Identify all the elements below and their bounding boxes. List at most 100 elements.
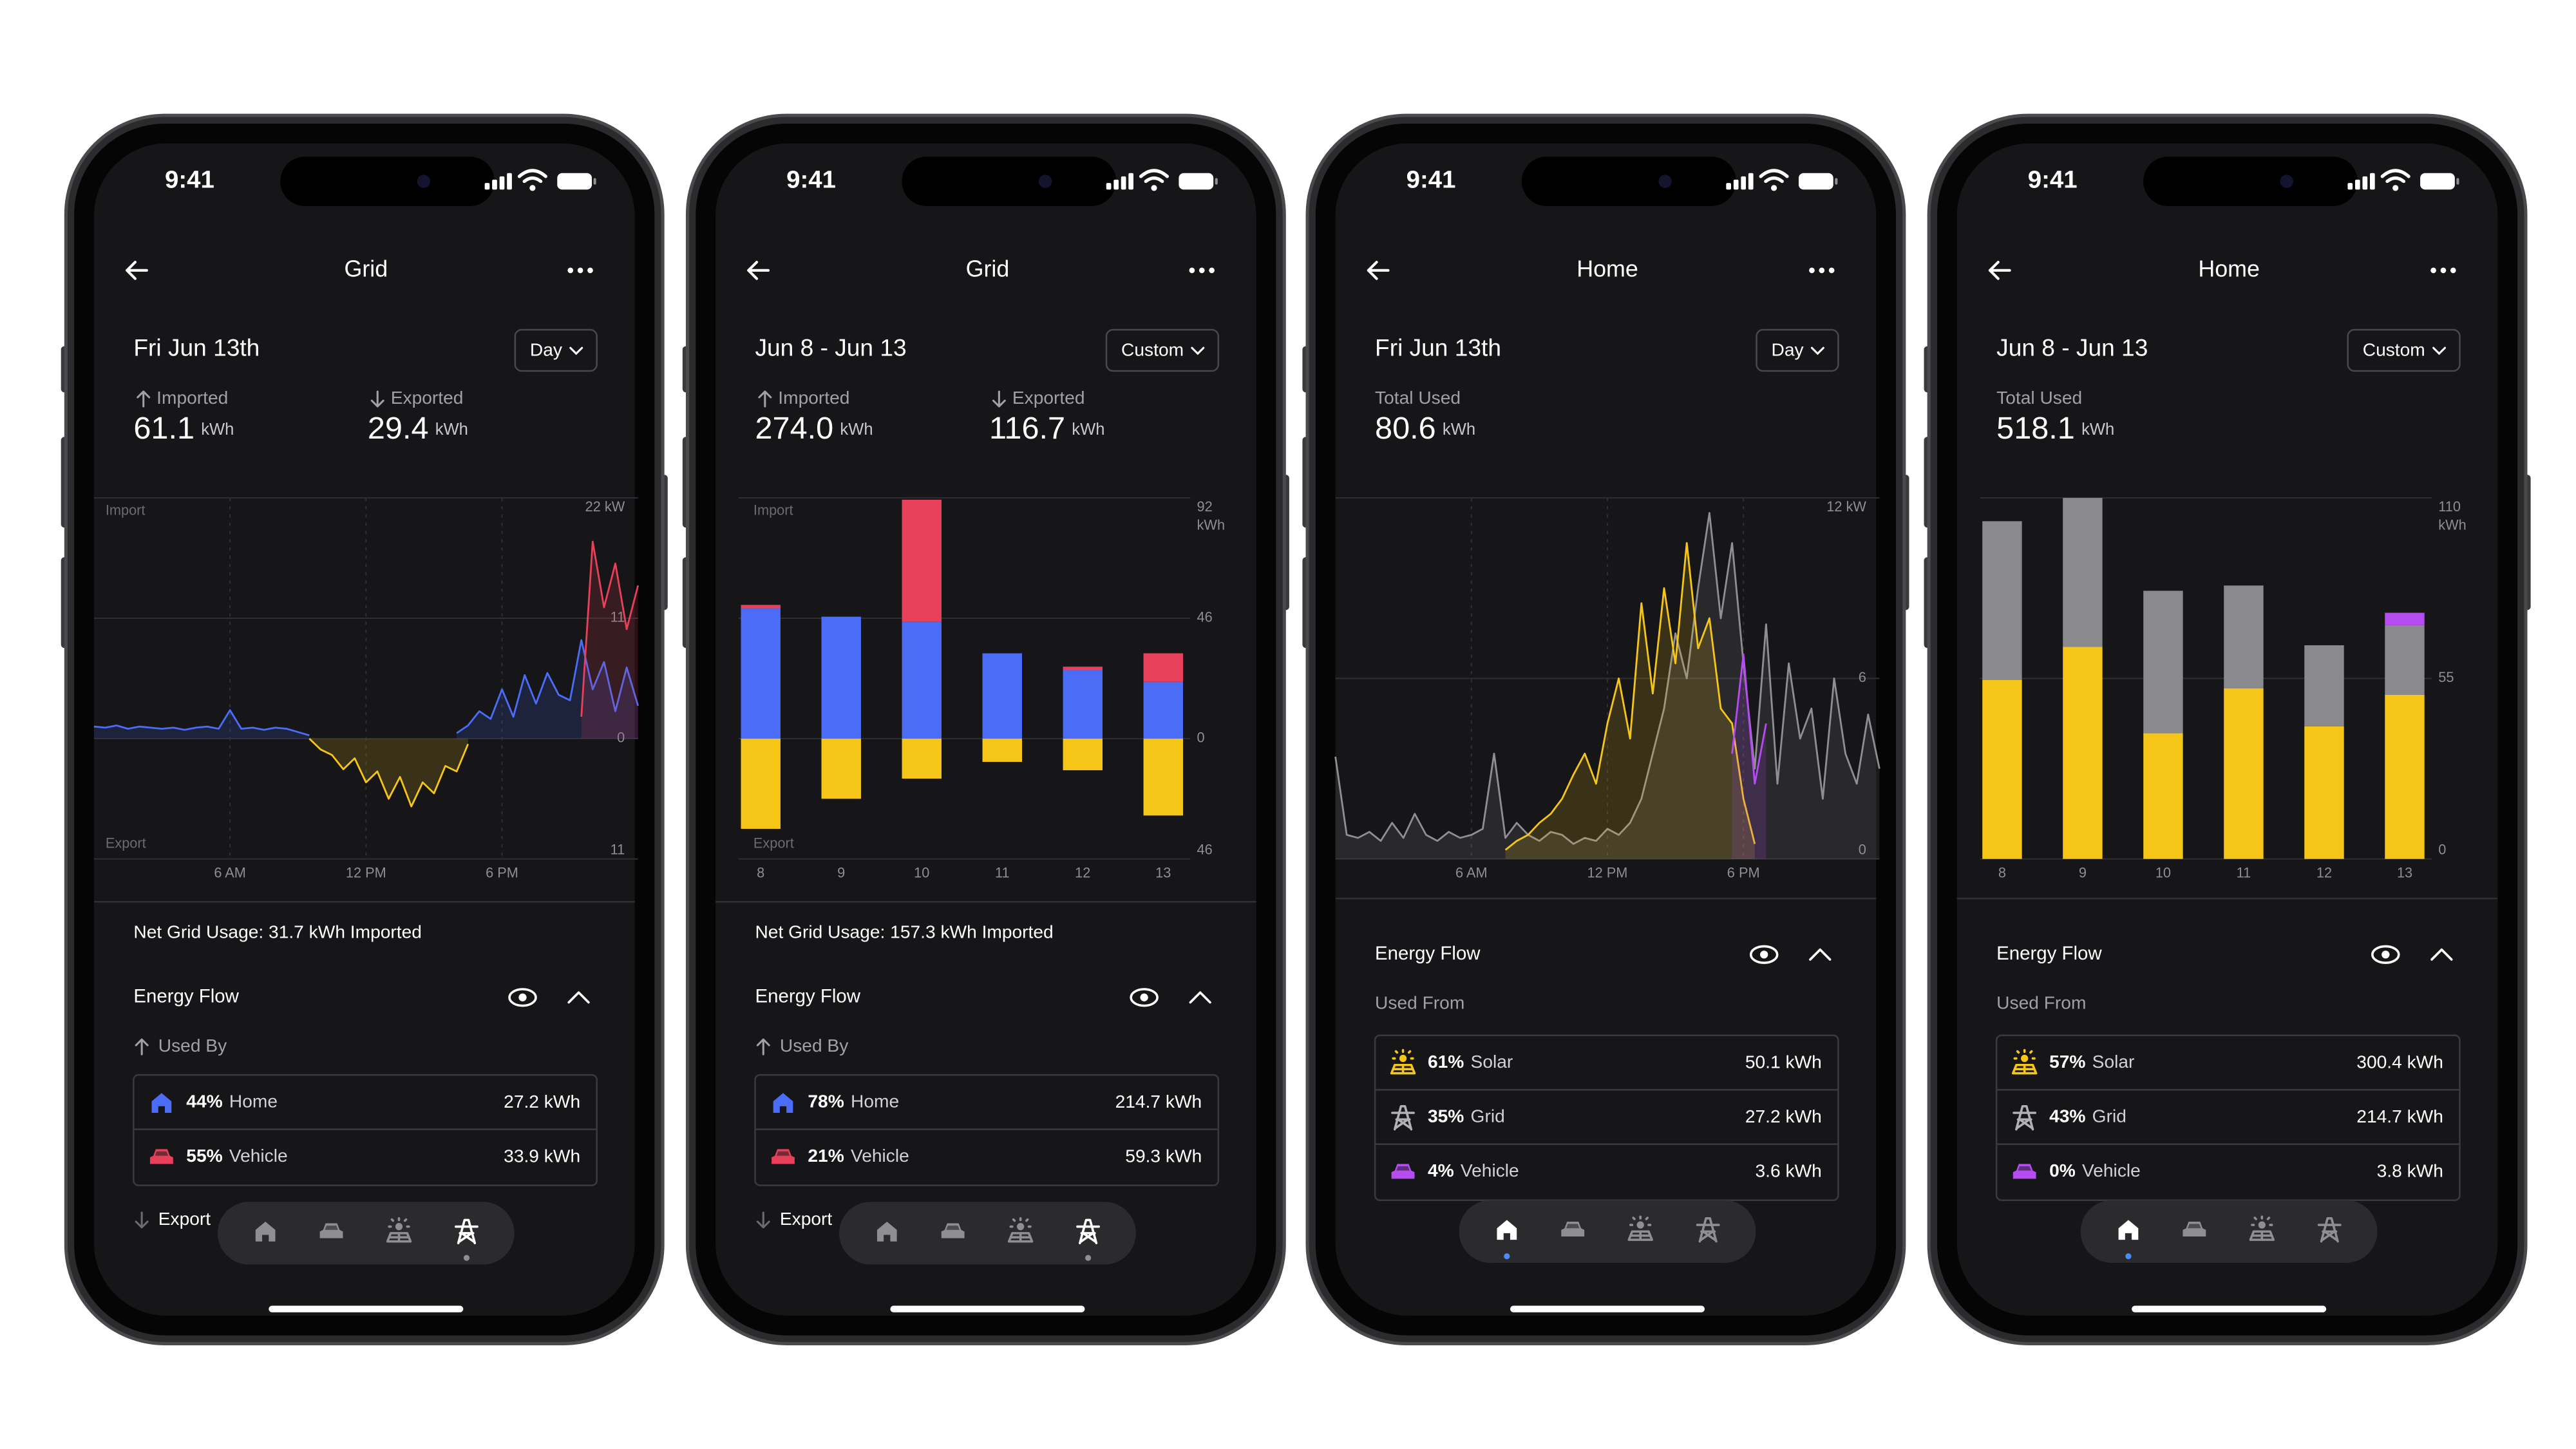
eye-outline bbox=[508, 988, 537, 1007]
x-tick-label: 10 bbox=[2155, 865, 2171, 881]
stat-number: 274.0 bbox=[755, 411, 833, 446]
home-icon bbox=[151, 1093, 172, 1113]
x-tick-label: 8 bbox=[1998, 865, 2006, 881]
chart: 22 kW 11 0 11 Import Export 6 AM 12 PM 6 PM bbox=[93, 497, 639, 881]
collapse-button[interactable] bbox=[567, 991, 590, 1004]
home-icon[interactable] bbox=[255, 1221, 276, 1242]
collapse-button[interactable] bbox=[1809, 948, 1832, 961]
signal-bar bbox=[1128, 173, 1133, 190]
more-button-dot[interactable] bbox=[1198, 267, 1205, 274]
grid-icon[interactable] bbox=[2317, 1217, 2342, 1243]
more-button-dot[interactable] bbox=[1209, 267, 1215, 274]
car-icon[interactable] bbox=[941, 1223, 965, 1238]
flow-percent: 35% bbox=[1428, 1106, 1464, 1126]
flow-amount: 27.2 kWh bbox=[504, 1092, 580, 1112]
bar-segment bbox=[1143, 653, 1184, 682]
more-button-dot[interactable] bbox=[1828, 267, 1835, 274]
tab-indicator bbox=[1084, 1255, 1092, 1261]
visibility-toggle[interactable] bbox=[1130, 988, 1159, 1007]
solar-icon[interactable] bbox=[386, 1217, 412, 1243]
home-icon bbox=[773, 1093, 793, 1113]
more-button-dot[interactable] bbox=[2430, 267, 2436, 274]
battery bbox=[1179, 173, 1214, 190]
icon-shape bbox=[319, 1223, 343, 1238]
icon-shape bbox=[2249, 1215, 2275, 1241]
bar-segment bbox=[982, 738, 1022, 762]
home-indicator bbox=[890, 1305, 1085, 1312]
home-icon[interactable] bbox=[876, 1221, 897, 1242]
car-icon bbox=[772, 1149, 795, 1164]
more-button-dot[interactable] bbox=[1819, 267, 1825, 274]
dynamic-island bbox=[280, 156, 495, 207]
signal-bar bbox=[1733, 180, 1739, 190]
stat-unit: kWh bbox=[1443, 421, 1475, 439]
solar-icon[interactable] bbox=[1627, 1215, 1653, 1241]
home-icon[interactable] bbox=[1497, 1220, 1517, 1240]
bar-segment bbox=[1063, 667, 1103, 670]
flow-amount: 3.6 kWh bbox=[1756, 1161, 1822, 1181]
car-icon[interactable] bbox=[319, 1223, 343, 1238]
screen-title: Home bbox=[2198, 256, 2260, 281]
stat-value: 116.7 kWh bbox=[989, 411, 1104, 446]
visibility-toggle[interactable] bbox=[2371, 945, 2400, 964]
more-button-dot[interactable] bbox=[1189, 267, 1195, 274]
more-button-dot[interactable] bbox=[567, 267, 574, 274]
grid-icon bbox=[2012, 1104, 2037, 1131]
car-icon[interactable] bbox=[2183, 1221, 2206, 1237]
collapse-button[interactable] bbox=[2430, 948, 2453, 961]
flow-percent: 21% bbox=[808, 1146, 844, 1166]
grid-icon[interactable] bbox=[1076, 1218, 1101, 1245]
flow-percent: 44% bbox=[186, 1092, 222, 1112]
solar-icon[interactable] bbox=[2249, 1215, 2275, 1241]
wifi-dot bbox=[529, 185, 536, 191]
flow-source: Vehicle bbox=[851, 1146, 909, 1166]
area-fill bbox=[1335, 513, 1880, 859]
car-icon bbox=[1391, 1164, 1415, 1179]
back-button[interactable] bbox=[747, 260, 770, 280]
bar-segment bbox=[1982, 521, 2022, 680]
icon-shape bbox=[395, 1223, 403, 1231]
grid-icon[interactable] bbox=[455, 1218, 478, 1245]
stat-number: 116.7 bbox=[989, 411, 1065, 446]
back-button[interactable] bbox=[1367, 260, 1390, 280]
car-icon[interactable] bbox=[1561, 1221, 1585, 1237]
more-button-dot[interactable] bbox=[577, 267, 583, 274]
range-dropdown[interactable]: Day bbox=[1756, 328, 1839, 372]
collapse-button[interactable] bbox=[1189, 991, 1211, 1004]
more-button-dot[interactable] bbox=[587, 267, 593, 274]
status-time: 9:41 bbox=[786, 166, 836, 194]
more-button-dot[interactable] bbox=[2440, 267, 2447, 274]
y-axis-unit: kWh bbox=[1197, 516, 1226, 533]
back-button[interactable] bbox=[126, 260, 148, 280]
screen-title: Grid bbox=[344, 256, 388, 281]
range-dropdown[interactable]: Custom bbox=[1105, 328, 1220, 372]
visibility-toggle[interactable] bbox=[1749, 945, 1779, 964]
more-button-dot[interactable] bbox=[2450, 267, 2456, 274]
icon-shape bbox=[2011, 1048, 2038, 1075]
y-tick-label: 12 kW bbox=[1826, 498, 1866, 515]
flow-source: Home bbox=[851, 1092, 899, 1112]
stat-unit: kWh bbox=[201, 421, 234, 439]
icon-shape bbox=[155, 1151, 169, 1156]
home-icon[interactable] bbox=[2118, 1220, 2139, 1240]
stat-label: Total Used bbox=[1375, 388, 1461, 408]
x-tick-label: 13 bbox=[2397, 865, 2412, 881]
flow-percent: 43% bbox=[2049, 1106, 2085, 1126]
y-tick-label: 92 bbox=[1197, 498, 1213, 515]
bar-segment bbox=[821, 616, 861, 739]
flow-subtitle: Used By bbox=[780, 1036, 849, 1056]
back-button[interactable] bbox=[1988, 260, 2011, 280]
icon-shape bbox=[2018, 1166, 2031, 1171]
grid-icon[interactable] bbox=[1696, 1217, 1720, 1243]
range-dropdown[interactable]: Custom bbox=[2347, 328, 2461, 372]
chart: 92 46 0 46 kWh Import Export 8 9 10 11 12 13 bbox=[738, 497, 1226, 881]
icon-shape bbox=[1390, 1048, 1416, 1075]
more-button-dot[interactable] bbox=[1809, 267, 1815, 274]
solar-icon[interactable] bbox=[1007, 1217, 1034, 1243]
visibility-toggle[interactable] bbox=[508, 988, 537, 1007]
tab-indicator bbox=[1504, 1253, 1510, 1260]
next-section: Export bbox=[780, 1209, 833, 1229]
range-dropdown[interactable]: Day bbox=[514, 328, 598, 372]
y-tick-label: 0 bbox=[2438, 842, 2446, 858]
next-section: Export bbox=[158, 1209, 211, 1229]
